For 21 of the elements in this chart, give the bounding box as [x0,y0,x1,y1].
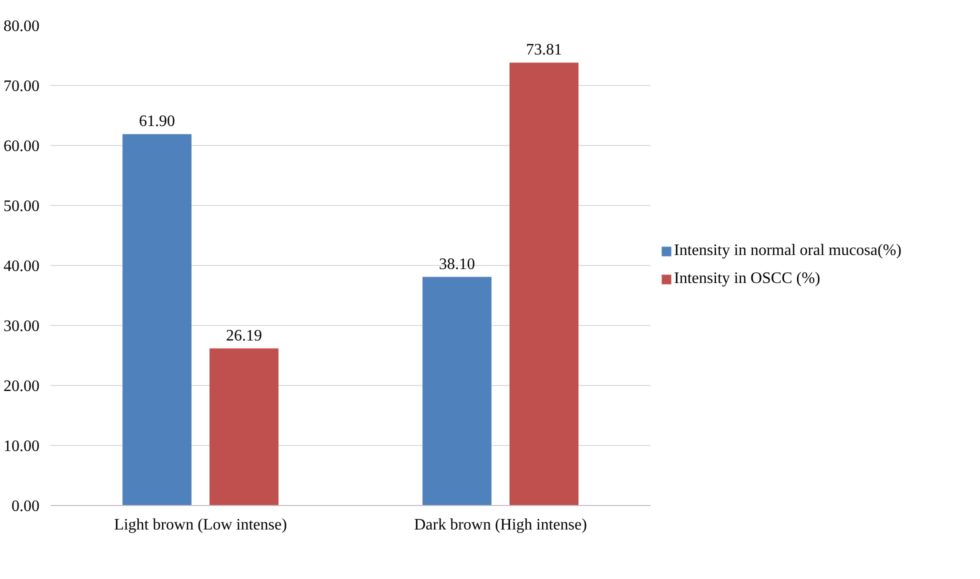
y-tick-label: 70.00 [4,78,40,95]
y-tick-label: 40.00 [4,258,40,275]
bar [510,62,578,506]
y-tick-label: 50.00 [4,198,40,215]
y-tick-label: 10.00 [4,438,40,455]
data-label: 61.90 [139,113,175,130]
legend-label: Intensity in normal oral mucosa(%) [674,242,902,260]
y-tick-label: 0.00 [12,498,40,515]
legend-label: Intensity in OSCC (%) [674,270,820,288]
x-tick-label: Dark brown (High intense) [414,516,587,534]
data-label: 73.81 [526,42,562,59]
bar [210,348,278,506]
bar [122,134,192,506]
y-tick-label: 20.00 [4,378,40,395]
data-label: 26.19 [226,327,262,344]
y-tick-label: 80.00 [4,18,40,35]
x-tick-label: Light brown (Low intense) [114,516,287,534]
y-tick-label: 60.00 [4,138,40,155]
y-tick-label: 30.00 [4,318,40,335]
data-label: 38.10 [439,256,475,273]
bar [422,276,492,506]
